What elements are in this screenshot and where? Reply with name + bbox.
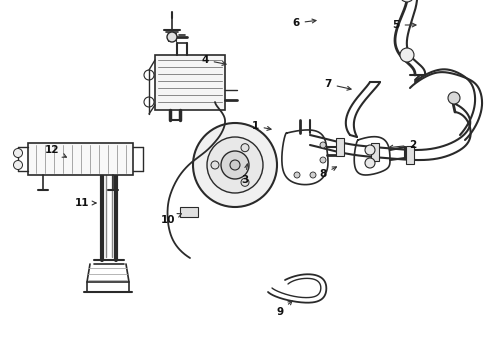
Bar xyxy=(28,143,133,175)
Circle shape xyxy=(241,144,248,152)
Bar xyxy=(180,207,198,217)
Bar xyxy=(405,146,413,164)
Bar xyxy=(335,138,343,156)
Circle shape xyxy=(447,92,459,104)
Circle shape xyxy=(293,172,299,178)
Circle shape xyxy=(221,151,248,179)
Circle shape xyxy=(319,142,325,148)
Text: 2: 2 xyxy=(388,140,416,150)
Circle shape xyxy=(229,160,240,170)
Circle shape xyxy=(241,178,248,186)
Text: 5: 5 xyxy=(391,20,415,30)
Circle shape xyxy=(319,157,325,163)
Text: 9: 9 xyxy=(276,301,291,317)
Circle shape xyxy=(364,158,374,168)
Text: 3: 3 xyxy=(241,164,248,185)
Bar xyxy=(370,143,378,161)
Bar xyxy=(155,55,224,110)
Circle shape xyxy=(167,32,177,42)
Text: 10: 10 xyxy=(161,213,181,225)
Circle shape xyxy=(14,161,22,170)
Circle shape xyxy=(210,161,219,169)
Text: 6: 6 xyxy=(292,18,315,28)
Circle shape xyxy=(206,137,263,193)
Circle shape xyxy=(193,123,276,207)
Circle shape xyxy=(364,145,374,155)
Text: 1: 1 xyxy=(251,121,270,131)
Circle shape xyxy=(399,48,413,62)
Text: 12: 12 xyxy=(45,145,66,157)
Circle shape xyxy=(399,0,413,2)
Text: 11: 11 xyxy=(75,198,96,208)
Circle shape xyxy=(14,148,22,157)
Text: 7: 7 xyxy=(324,79,350,90)
Text: 4: 4 xyxy=(201,55,225,66)
Text: 8: 8 xyxy=(319,167,336,179)
Circle shape xyxy=(309,172,315,178)
